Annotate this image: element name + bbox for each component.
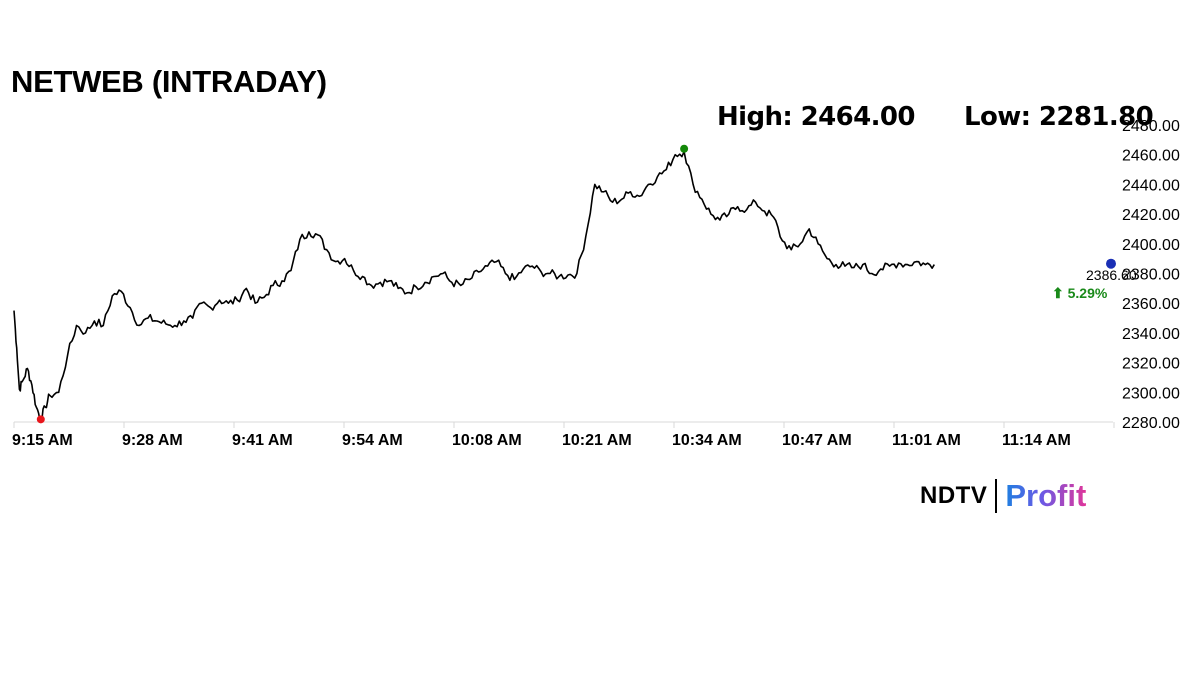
y-tick-label: 2380.00 bbox=[1122, 267, 1180, 284]
high-price-label: High: 2464.00 bbox=[717, 102, 915, 132]
last-price-marker bbox=[1106, 258, 1116, 269]
x-tick-label: 9:28 AM bbox=[122, 432, 183, 449]
y-tick-label: 2300.00 bbox=[1122, 385, 1180, 402]
x-tick-label: 10:47 AM bbox=[782, 432, 852, 449]
x-tick-label: 9:15 AM bbox=[12, 432, 73, 449]
low-marker bbox=[36, 415, 45, 424]
logo-ndtv-text: NDTV bbox=[920, 482, 988, 509]
x-tick-label: 9:41 AM bbox=[232, 432, 293, 449]
y-tick-label: 2440.00 bbox=[1122, 177, 1180, 194]
x-axis-ticks: 9:15 AM 9:28 AM 9:41 AM 9:54 AM 10:08 AM 10:2… bbox=[12, 422, 1115, 449]
y-tick-label: 2420.00 bbox=[1122, 207, 1180, 224]
x-tick-label: 10:21 AM bbox=[562, 432, 632, 449]
y-axis-ticks: 2280.00 2300.00 2320.00 2340.00 2360.00 2380.… bbox=[1122, 118, 1180, 432]
x-tick-label: 11:14 AM bbox=[1002, 432, 1071, 449]
y-tick-label: 2400.00 bbox=[1122, 237, 1180, 254]
price-line bbox=[13, 150, 935, 421]
x-tick-label: 10:08 AM bbox=[452, 432, 522, 449]
high-marker bbox=[680, 144, 689, 153]
y-tick-label: 2360.00 bbox=[1122, 296, 1180, 313]
x-tick-label: 10:34 AM bbox=[672, 432, 742, 449]
y-tick-label: 2280.00 bbox=[1122, 415, 1180, 432]
change-percent-label: ⬆ 5.29% bbox=[1052, 285, 1108, 301]
low-price-label: Low: 2281.80 bbox=[964, 102, 1154, 132]
y-tick-label: 2340.00 bbox=[1122, 326, 1180, 343]
logo-divider bbox=[995, 479, 998, 513]
x-tick-label: 11:01 AM bbox=[892, 432, 961, 449]
y-tick-label: 2320.00 bbox=[1122, 356, 1180, 373]
last-price-label: 2386.60 bbox=[1086, 267, 1137, 283]
y-tick-label: 2480.00 bbox=[1122, 118, 1180, 135]
y-tick-label: 2460.00 bbox=[1122, 148, 1180, 165]
chart-title: NETWEB (INTRADAY) bbox=[11, 64, 327, 99]
x-tick-label: 9:54 AM bbox=[342, 432, 403, 449]
ndtv-profit-logo: NDTV Profit bbox=[920, 478, 1086, 514]
logo-profit-text: Profit bbox=[1005, 478, 1087, 513]
